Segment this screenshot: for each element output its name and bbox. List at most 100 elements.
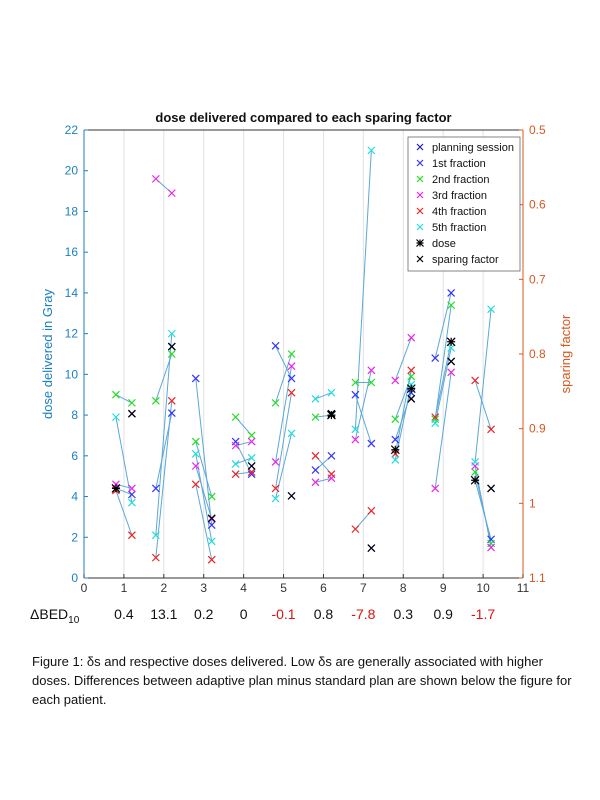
data-point-2nd-fraction [151, 396, 160, 405]
data-point-1st-fraction [271, 341, 280, 350]
y-tick-label: 10 [65, 367, 79, 381]
data-point-5th-fraction [167, 329, 176, 338]
data-point-5th-fraction [327, 388, 336, 397]
y2-tick-label: 0.7 [529, 272, 546, 286]
data-point-3rd-fraction [367, 366, 376, 375]
legend-label: 1st fraction [432, 158, 486, 170]
legend-label: planning session [432, 142, 514, 154]
data-point-2nd-fraction [351, 378, 360, 387]
data-point-3rd-fraction [351, 435, 360, 444]
legend-marker [416, 255, 424, 263]
legend-label: 5th fraction [432, 222, 486, 234]
legend-marker [416, 159, 424, 167]
data-point-5th-fraction [247, 453, 256, 462]
y-tick-label: 8 [71, 408, 78, 422]
connector-line [115, 394, 133, 404]
legend-marker [416, 143, 424, 151]
data-point-3rd-fraction [311, 478, 320, 487]
legend-marker [416, 207, 424, 215]
connector-line [235, 457, 252, 465]
connector-line [195, 484, 213, 560]
data-point-3rd-fraction [287, 362, 296, 371]
data-point-5th-fraction [447, 343, 456, 352]
data-point-3rd-fraction [271, 458, 280, 466]
data-point-dose [111, 483, 121, 493]
data-point-1st-fraction [311, 466, 320, 474]
delta-bed-value: 13.1 [150, 606, 178, 622]
figure-caption: Figure 1: δs and respective doses delive… [32, 654, 572, 707]
data-point-4th-fraction [167, 396, 176, 405]
data-point-2nd-fraction [271, 398, 280, 407]
y2-axis-label: sparing factor [558, 314, 573, 393]
data-point-5th-fraction [487, 305, 495, 314]
delta-bed-value: 0 [239, 606, 248, 622]
data-point-sparing-factor [287, 491, 296, 500]
data-point-sparing-factor [327, 409, 336, 418]
data-point-1st-fraction [391, 435, 400, 444]
data-point-4th-fraction [407, 366, 416, 375]
y-tick-label: 12 [65, 327, 79, 341]
data-point-4th-fraction [271, 484, 280, 493]
connector-line [195, 378, 213, 526]
data-point-3rd-fraction [127, 484, 136, 493]
x-tick-label: 5 [280, 581, 287, 595]
y2-tick-label: 0.5 [529, 123, 546, 137]
legend-label: 4th fraction [432, 206, 486, 218]
data-point-3rd-fraction [231, 441, 240, 450]
y2-tick-label: 0.9 [529, 422, 546, 436]
data-point-5th-fraction [127, 498, 136, 507]
data-point-2nd-fraction [447, 301, 456, 310]
data-point-2nd-fraction [112, 390, 120, 399]
data-point-1st-fraction [367, 439, 376, 448]
delta-bed-value: 0.4 [114, 606, 134, 622]
connector-line [275, 392, 293, 489]
data-point-1st-fraction [167, 409, 176, 417]
y-tick-label: 4 [71, 490, 78, 504]
legend-marker [416, 175, 424, 183]
connector-line [155, 333, 173, 536]
x-tick-label: 6 [320, 581, 327, 595]
delta-bed-value: 0.3 [393, 606, 413, 622]
legend-marker [416, 223, 424, 231]
y-tick-label: 18 [65, 204, 79, 218]
x-tick-label: 11 [517, 581, 530, 595]
connector-line [155, 400, 173, 558]
data-point-2nd-fraction [391, 415, 400, 424]
x-tick-label: 2 [160, 581, 167, 595]
delta-bed-value: 0.2 [193, 606, 214, 622]
legend-label: 3rd fraction [432, 190, 487, 202]
data-point-4th-fraction [367, 506, 376, 515]
data-point-dose [446, 337, 456, 347]
connector-line [474, 309, 492, 462]
data-point-5th-fraction [311, 394, 320, 403]
data-point-4th-fraction [247, 468, 256, 477]
data-point-5th-fraction [151, 531, 160, 540]
y-tick-label: 16 [65, 245, 79, 259]
data-point-5th-fraction [207, 537, 216, 546]
data-point-2nd-fraction [407, 372, 416, 381]
data-point-3rd-fraction [407, 333, 416, 342]
y-tick-label: 22 [65, 123, 79, 137]
data-point-3rd-fraction [391, 376, 400, 385]
y2-tick-label: 1 [529, 496, 536, 510]
data-point-4th-fraction [471, 376, 480, 385]
chart: dose delivered compared to each sparing … [40, 110, 573, 595]
x-tick-label: 8 [400, 581, 407, 595]
data-point-4th-fraction [151, 553, 160, 562]
delta-bed-value: -7.8 [351, 606, 376, 622]
data-point-1st-fraction [191, 374, 200, 383]
chart-title: dose delivered compared to each sparing … [155, 110, 451, 125]
x-tick-label: 1 [121, 581, 128, 595]
data-point-2nd-fraction [191, 437, 200, 446]
data-point-4th-fraction [487, 425, 495, 434]
connector-line [354, 394, 372, 444]
data-point-sparing-factor [247, 462, 256, 470]
data-point-2nd-fraction [311, 413, 320, 422]
connector-line [315, 392, 332, 400]
connector-line [474, 380, 492, 430]
data-point-4th-fraction [327, 470, 336, 479]
data-point-sparing-factor [407, 394, 416, 403]
data-point-4th-fraction [207, 555, 216, 564]
data-point-1st-fraction [207, 521, 216, 529]
data-point-dose [406, 384, 416, 394]
